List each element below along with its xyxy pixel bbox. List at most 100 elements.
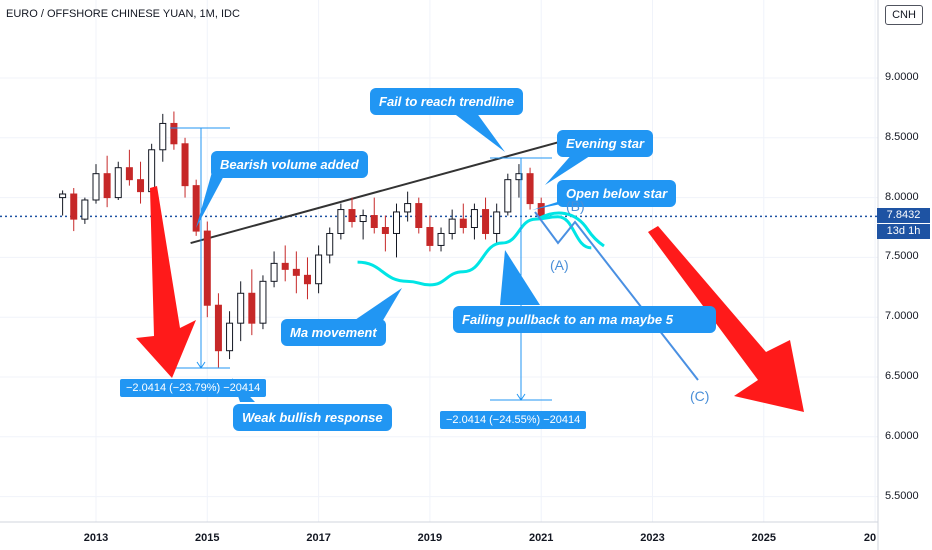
candle-body: [214, 304, 222, 352]
candle-body: [181, 143, 189, 187]
chart-grid: [0, 0, 878, 522]
candle: [248, 269, 256, 336]
elliott-wave-projection: [534, 211, 699, 381]
measure-label-left: −2.0414 (−23.79%) −20414: [120, 379, 267, 397]
callout-ma-movement[interactable]: Ma movement: [281, 319, 386, 346]
x-tick-label: 2013: [83, 532, 109, 544]
y-tick-label: 8.5000: [885, 130, 919, 143]
candle: [70, 188, 78, 232]
candle-body: [270, 262, 278, 282]
chart-title: EURO / OFFSHORE CHINESE YUAN, 1M, IDC: [6, 8, 240, 20]
candle: [326, 227, 334, 264]
x-tick-label: 2017: [306, 532, 331, 544]
candle-body: [92, 173, 100, 201]
candle-body: [381, 227, 389, 234]
candle: [381, 215, 389, 252]
wave-label-a: (A): [550, 257, 569, 273]
callout-bearish-volume[interactable]: Bearish volume added: [211, 151, 368, 178]
x-tick-label: 2015: [195, 532, 220, 544]
candle: [515, 164, 523, 198]
candle: [114, 161, 122, 200]
y-tick-label: 7.0000: [885, 310, 919, 323]
candles-layer: [59, 111, 545, 368]
x-tick-label: 2021: [528, 532, 554, 544]
candle-body: [159, 122, 167, 151]
y-tick-label: 9.0000: [885, 71, 919, 83]
callout-weak-bullish[interactable]: Weak bullish response: [233, 404, 392, 431]
candle-body: [170, 122, 178, 145]
red-arrow-right: [648, 226, 804, 412]
candle: [359, 209, 367, 240]
y-tick-label: 7.5000: [885, 250, 919, 263]
candle: [125, 149, 133, 186]
candle: [426, 215, 434, 252]
candle: [504, 173, 512, 216]
candle-body: [292, 268, 300, 276]
candle: [81, 197, 89, 224]
red-arrow-left: [136, 186, 196, 378]
candle: [192, 179, 200, 236]
x-tick-label: 20: [863, 532, 877, 544]
candle-body: [192, 185, 200, 232]
candle: [459, 203, 467, 234]
candle-body: [393, 211, 401, 234]
candle: [526, 167, 534, 210]
candle-body: [470, 209, 478, 228]
bar-countdown-tag: 13d 1h: [877, 224, 930, 239]
callout-open-below-star[interactable]: Open below star: [557, 180, 677, 207]
candle: [393, 203, 401, 258]
candle-body: [70, 193, 78, 220]
callout-pointers: [196, 112, 596, 402]
callout-evening-star[interactable]: Evening star: [557, 130, 654, 157]
candle: [237, 281, 245, 342]
candle-body: [281, 262, 289, 270]
candle: [159, 113, 167, 162]
candle-body: [248, 292, 256, 324]
candle-body: [103, 173, 111, 199]
candle: [137, 161, 145, 204]
resistance-trendline: [190, 136, 575, 245]
candle: [292, 251, 300, 294]
candle-body: [226, 322, 234, 352]
last-price-tag: 7.8432: [877, 208, 930, 223]
candle-body: [259, 280, 267, 324]
candle: [448, 209, 456, 240]
measure-tool-left: [170, 127, 230, 369]
callout-fail-trendline[interactable]: Fail to reach trendline: [370, 88, 524, 115]
wave-label-b: (B): [566, 198, 585, 214]
candle-body: [504, 179, 512, 213]
candle-body: [137, 179, 145, 193]
candle: [170, 111, 178, 150]
candle-body: [370, 215, 378, 228]
candle-body: [415, 203, 423, 229]
candle: [470, 203, 478, 240]
candle: [315, 245, 323, 294]
candle: [203, 221, 211, 318]
candle: [281, 245, 289, 282]
candle-body: [114, 167, 122, 199]
x-tick-label: 2025: [751, 532, 777, 544]
candle-body: [359, 215, 367, 223]
symbol-badge[interactable]: CNH: [885, 5, 923, 25]
y-tick-label: 6.5000: [885, 370, 919, 382]
candle-body: [515, 173, 523, 181]
ma-projection-curve: [539, 211, 605, 248]
candle: [226, 311, 234, 360]
candle: [103, 155, 111, 208]
candle-body: [493, 211, 501, 234]
candle-body: [125, 167, 133, 181]
candle-body: [426, 227, 434, 246]
candle-body: [404, 203, 412, 213]
callout-failing-pullback[interactable]: Failing pullback to an ma maybe 5: [453, 306, 716, 333]
candle-body: [337, 209, 345, 234]
candle-body: [348, 209, 356, 223]
candle: [437, 227, 445, 252]
wave-label-c: (C): [690, 388, 710, 404]
candle: [59, 190, 67, 216]
candle: [337, 203, 345, 240]
candle-body: [326, 232, 334, 256]
candle: [415, 197, 423, 234]
candle-body: [59, 193, 67, 199]
candle: [404, 191, 412, 222]
